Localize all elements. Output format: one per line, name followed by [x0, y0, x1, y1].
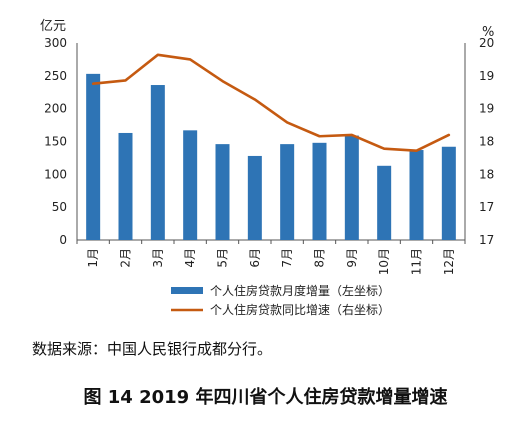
x-tick-label: 11月 — [410, 248, 424, 275]
x-tick-label: 9月 — [345, 248, 359, 268]
legend-line-label: 个人住房贷款同比增速（右坐标） — [210, 302, 390, 317]
bar — [312, 142, 327, 240]
left-tick-label: 150 — [44, 135, 67, 149]
left-tick-label: 50 — [52, 200, 67, 214]
bar — [377, 165, 392, 240]
legend-bar-label: 个人住房贷款月度增量（左坐标） — [210, 283, 390, 298]
x-tick-label: 2月 — [119, 248, 133, 268]
left-tick-label: 200 — [44, 102, 67, 116]
left-axis-unit: 亿元 — [40, 19, 66, 34]
right-tick-label: 17 — [479, 200, 494, 214]
x-tick-label: 6月 — [248, 248, 262, 268]
legend-bar-swatch — [171, 287, 203, 294]
left-tick-label: 100 — [44, 167, 67, 181]
x-tick-label: 5月 — [216, 248, 230, 268]
right-tick-label: 19 — [479, 102, 494, 116]
right-tick-label: 19 — [479, 69, 494, 83]
x-tick-label: 8月 — [313, 248, 327, 268]
right-tick-labels: 17 17 18 18 19 19 20 — [479, 36, 494, 247]
x-tick-label: 12月 — [442, 248, 456, 275]
source-note: 数据来源：中国人民银行成都分行。 — [32, 340, 273, 358]
left-tick-label: 300 — [44, 36, 67, 50]
bar — [118, 132, 133, 240]
left-tick-labels: 0 50 100 150 200 250 300 — [44, 36, 67, 247]
x-tick-labels: 1月 2月 3月 4月 5月 6月 7月 8月 9月 10月 11月 12月 — [86, 248, 456, 275]
bar — [215, 144, 230, 240]
bar — [409, 150, 424, 240]
right-tick-label: 17 — [479, 233, 494, 247]
x-tick-label: 1月 — [86, 248, 100, 268]
legend: 个人住房贷款月度增量（左坐标） 个人住房贷款同比增速（右坐标） — [171, 283, 390, 317]
line-path — [91, 53, 451, 152]
bar — [150, 85, 165, 240]
x-tick-label: 4月 — [183, 248, 197, 268]
right-tick-label: 20 — [479, 36, 494, 50]
axes — [76, 43, 466, 244]
x-tick-label: 10月 — [377, 248, 391, 275]
right-tick-label: 18 — [479, 135, 494, 149]
right-axis-unit: % — [482, 25, 494, 40]
bar — [183, 130, 198, 240]
bar — [280, 144, 295, 240]
bar — [441, 146, 456, 240]
bar-series — [86, 73, 456, 240]
x-tick-label: 7月 — [280, 248, 294, 268]
x-tick-label: 3月 — [151, 248, 165, 268]
figure-caption: 图 14 2019 年四川省个人住房贷款增量增速 — [83, 387, 448, 408]
bar — [344, 135, 359, 240]
bar — [247, 155, 262, 240]
right-tick-label: 18 — [479, 167, 494, 181]
line-series — [91, 53, 451, 152]
bar — [86, 73, 101, 240]
left-tick-label: 250 — [44, 69, 67, 83]
left-tick-label: 0 — [59, 233, 67, 247]
